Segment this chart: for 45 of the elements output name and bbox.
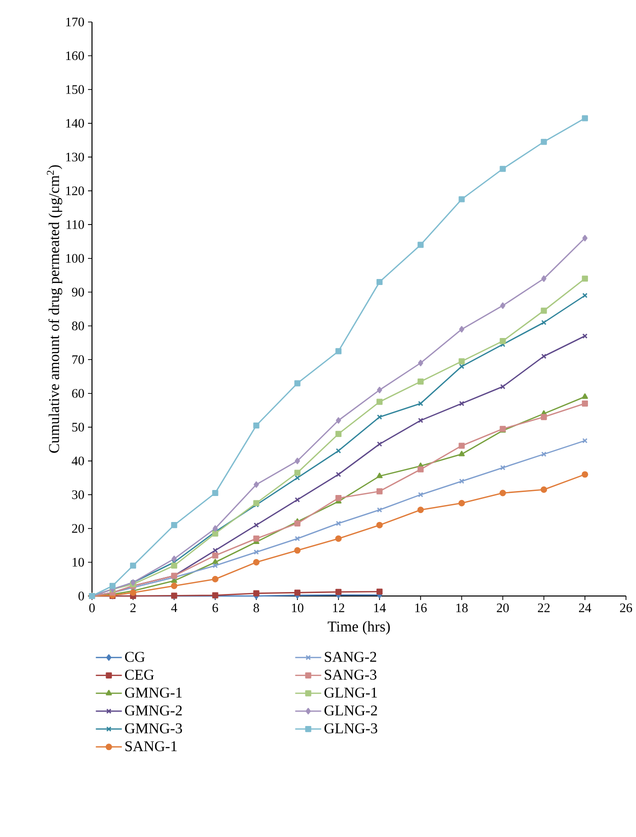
y-tick-label: 90	[72, 288, 84, 296]
y-tick-label: 10	[72, 558, 84, 567]
legend-label: GMNG-2	[125, 705, 182, 716]
legend-label: GLNG-2	[324, 705, 378, 716]
legend-label: CEG	[125, 670, 154, 680]
x-tick-label: 12	[333, 604, 344, 612]
y-tick-label: 70	[72, 355, 84, 364]
y-tick-label: 0	[78, 592, 84, 600]
legend-label: SANG-1	[126, 741, 177, 752]
legend-label: GMNG-3	[125, 723, 182, 734]
x-tick-label: 16	[415, 604, 427, 612]
y-tick-label: 150	[66, 85, 84, 94]
x-tick-label: 14	[374, 604, 386, 612]
legend-label: SANG-2	[324, 652, 376, 662]
legend-label: GLNG-1	[324, 688, 378, 698]
y-tick-label: 40	[72, 456, 84, 466]
legend-label: GLNG-3	[324, 723, 378, 734]
legend-label: CG	[125, 652, 145, 662]
x-tick-label: 2	[130, 604, 136, 612]
legend-label: GMNG-1	[125, 688, 182, 698]
y-tick-label: 130	[66, 152, 84, 162]
x-tick-label: 10	[292, 604, 304, 612]
y-tick-label: 120	[66, 186, 84, 196]
y-tick-label: 20	[72, 524, 84, 533]
legend-label: SANG-3	[324, 670, 377, 680]
y-tick-label: 110	[66, 220, 84, 229]
x-tick-label: 24	[579, 604, 592, 612]
x-tick-label: 20	[496, 604, 509, 612]
x-tick-label: 26	[620, 604, 632, 612]
x-tick-label: 0	[89, 604, 95, 612]
x-tick-label: 18	[456, 604, 468, 612]
x-tick-label: 8	[254, 604, 260, 612]
y-tick-label: 80	[72, 322, 84, 330]
y-axis-title: Cumulative amount of drug permeated (μg/cm$^{2}$)	[46, 165, 62, 453]
y-tick-label: 140	[66, 118, 84, 128]
x-tick-label: 6	[212, 604, 218, 612]
x-tick-label: 22	[538, 604, 550, 612]
y-tick-label: 100	[66, 254, 84, 263]
y-tick-label: 60	[72, 389, 84, 398]
x-axis-title: Time (hrs)	[328, 621, 390, 635]
y-tick-label: 30	[72, 490, 84, 500]
y-tick-label: 160	[66, 51, 84, 60]
x-tick-label: 4	[171, 604, 178, 612]
y-tick-label: 50	[72, 422, 84, 432]
y-tick-label: 170	[66, 18, 84, 26]
